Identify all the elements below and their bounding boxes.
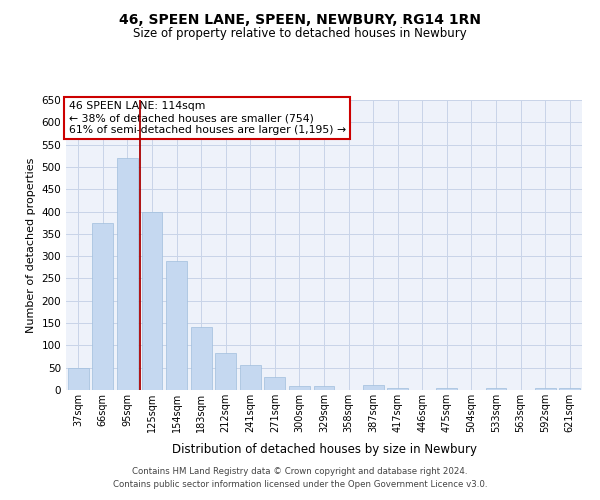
- Bar: [535, 388, 556, 390]
- Text: Contains HM Land Registry data © Crown copyright and database right 2024.: Contains HM Land Registry data © Crown c…: [132, 467, 468, 476]
- Bar: [92, 222, 113, 390]
- Bar: [362, 385, 383, 390]
- Bar: [68, 368, 89, 390]
- Bar: [559, 388, 580, 390]
- Bar: [240, 366, 261, 390]
- Text: Contains public sector information licensed under the Open Government Licence v3: Contains public sector information licen…: [113, 480, 487, 489]
- Bar: [117, 158, 138, 390]
- Text: 46, SPEEN LANE, SPEEN, NEWBURY, RG14 1RN: 46, SPEEN LANE, SPEEN, NEWBURY, RG14 1RN: [119, 12, 481, 26]
- Bar: [142, 212, 163, 390]
- Bar: [485, 388, 506, 390]
- Bar: [289, 386, 310, 390]
- Bar: [265, 376, 286, 390]
- Bar: [166, 260, 187, 390]
- Text: 46 SPEEN LANE: 114sqm
← 38% of detached houses are smaller (754)
61% of semi-det: 46 SPEEN LANE: 114sqm ← 38% of detached …: [68, 102, 346, 134]
- Bar: [215, 354, 236, 390]
- Text: Size of property relative to detached houses in Newbury: Size of property relative to detached ho…: [133, 28, 467, 40]
- Y-axis label: Number of detached properties: Number of detached properties: [26, 158, 36, 332]
- Bar: [191, 326, 212, 390]
- Bar: [436, 388, 457, 390]
- X-axis label: Distribution of detached houses by size in Newbury: Distribution of detached houses by size …: [172, 444, 476, 456]
- Bar: [387, 388, 408, 390]
- Bar: [314, 386, 334, 390]
